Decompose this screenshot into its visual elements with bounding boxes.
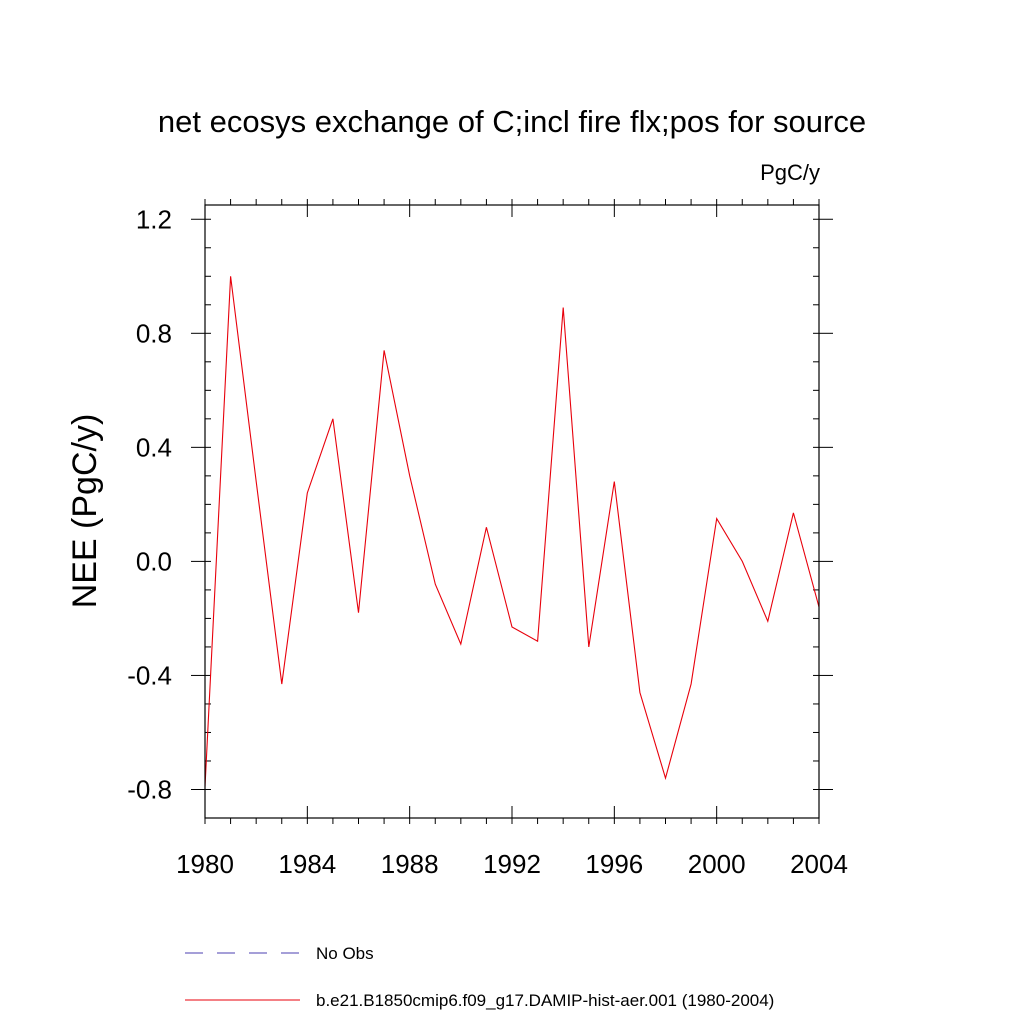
ticks-layer <box>191 199 833 824</box>
y-tick-label: 1.2 <box>136 204 172 234</box>
legend: No Obs b.e21.B1850cmip6.f09_g17.DAMIP-hi… <box>185 944 774 1010</box>
x-tick-labels: 1980 1984 1988 1992 1996 2000 2004 <box>176 849 848 879</box>
units-label: PgC/y <box>760 160 820 185</box>
plot-frame <box>204 204 820 819</box>
series-line <box>204 276 820 787</box>
x-tick-label: 1988 <box>381 849 439 879</box>
y-tick-label: 0.0 <box>136 546 172 576</box>
x-tick-label: 1996 <box>585 849 643 879</box>
x-tick-label: 2004 <box>790 849 848 879</box>
x-tick-label: 2000 <box>688 849 746 879</box>
series-layer <box>204 276 820 787</box>
y-tick-label: -0.8 <box>127 774 172 804</box>
x-tick-label: 1992 <box>483 849 541 879</box>
y-tick-label: 0.4 <box>136 432 172 462</box>
y-tick-label: -0.4 <box>127 660 172 690</box>
legend-label-no-obs: No Obs <box>316 944 374 963</box>
y-tick-labels: -0.8 -0.4 0.0 0.4 0.8 1.2 <box>127 204 172 804</box>
y-tick-label: 0.8 <box>136 318 172 348</box>
chart-title: net ecosys exchange of C;incl fire flx;p… <box>158 104 866 139</box>
y-axis-title: NEE (PgC/y) <box>66 414 104 609</box>
x-tick-label: 1984 <box>278 849 336 879</box>
legend-label-model: b.e21.B1850cmip6.f09_g17.DAMIP-hist-aer.… <box>316 991 774 1010</box>
x-tick-label: 1980 <box>176 849 234 879</box>
